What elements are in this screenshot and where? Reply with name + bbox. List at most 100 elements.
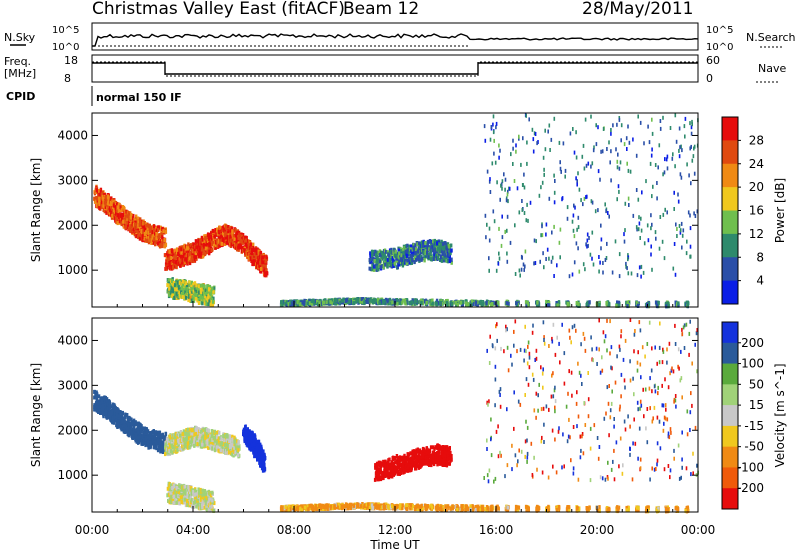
power-echo-cell [654, 300, 658, 305]
nave-series [92, 61, 698, 77]
power-noise-cell [614, 239, 617, 244]
power-echo-cell [485, 301, 488, 306]
power-echo-cell [385, 249, 388, 254]
power-echo-cell [171, 261, 174, 266]
power-noise-cell [602, 127, 605, 131]
power-echo-cell [353, 301, 356, 306]
power-echo-cell [505, 301, 508, 306]
power-echo-cell [327, 301, 331, 306]
power-echo-cell [405, 251, 408, 256]
power-echo-cell [243, 248, 246, 253]
power-echo-cell [410, 250, 413, 255]
power-echo-cell [227, 229, 230, 233]
power-echo-cell [259, 269, 263, 274]
power-noise-cell [680, 221, 683, 226]
power-echo-cell [404, 259, 407, 264]
power-echo-cell [175, 295, 178, 300]
power-echo-cell [98, 206, 101, 211]
power-echo-cell [382, 265, 385, 270]
power-noise-cell [558, 240, 561, 245]
velocity-noise-cell [524, 324, 526, 329]
power-noise-cell [630, 271, 633, 276]
power-echo-cell [426, 242, 429, 247]
velocity-noise-cell [510, 353, 512, 358]
power-echo-cell [427, 254, 430, 259]
power-noise-cell [600, 149, 602, 154]
power-noise-cell [651, 131, 654, 136]
power-echo-cell [391, 300, 394, 305]
velocity-noise-cell [609, 415, 612, 420]
power-echo-cell [173, 255, 176, 260]
velocity-noise-cell [681, 395, 683, 400]
velocity-noise-cell [595, 346, 598, 351]
power-echo-cell [507, 301, 510, 306]
power-noise-cell [571, 219, 574, 224]
power-echo-cell [179, 294, 182, 299]
power-echo-cell [636, 303, 640, 308]
power-echo-cell [117, 202, 121, 207]
power-echo-cell [194, 251, 198, 256]
power-noise-cell [659, 119, 662, 123]
velocity-echo-cell [100, 402, 103, 407]
power-echo-cell [626, 300, 629, 305]
power-echo-cell [220, 234, 223, 239]
power-noise-cell [655, 236, 657, 241]
velocity-noise-cell [663, 421, 665, 426]
velocity-noise-cell [664, 377, 666, 382]
velocity-noise-cell [618, 344, 621, 349]
power-echo-cell [98, 200, 101, 205]
power-noise-cell [626, 147, 628, 151]
power-echo-cell [178, 280, 182, 285]
velocity-noise-cell [584, 423, 587, 427]
power-echo-cell [139, 234, 142, 239]
power-noise-cell [625, 261, 627, 266]
velocity-noise-cell [598, 445, 601, 449]
power-noise-cell [638, 221, 641, 226]
power-echo-cell [178, 287, 181, 292]
power-echo-cell [657, 300, 660, 305]
power-noise-cell [571, 272, 574, 277]
power-echo-cell [148, 223, 151, 228]
power-echo-cell [526, 300, 529, 305]
power-echo-cell [206, 239, 210, 243]
power-echo-cell [341, 298, 344, 303]
power-noise-cell [533, 238, 536, 243]
power-echo-cell [210, 295, 214, 299]
power-echo-cell [459, 300, 463, 305]
power-noise-cell [682, 228, 685, 233]
power-noise-cell [506, 228, 508, 233]
power-noise-cell [665, 157, 668, 162]
power-noise-cell [696, 209, 699, 214]
power-noise-cell [650, 244, 652, 249]
power-noise-cell [607, 211, 609, 215]
power-echo-cell [515, 301, 518, 306]
power-noise-cell [492, 209, 495, 214]
power-noise-cell [526, 161, 528, 166]
velocity-noise-cell [639, 362, 642, 367]
power-echo-cell [108, 206, 112, 211]
velocity-noise-cell [615, 440, 618, 445]
power-noise-cell [507, 189, 509, 194]
power-echo-cell [154, 242, 157, 247]
power-noise-cell [526, 140, 528, 145]
velocity-noise-cell [526, 455, 529, 460]
power-echo-cell [387, 262, 390, 267]
power-noise-cell [516, 186, 519, 191]
velocity-noise-cell [658, 419, 661, 424]
power-echo-cell [422, 250, 425, 255]
power-noise-cell [541, 180, 544, 185]
velocity-noise-cell [558, 341, 560, 346]
power-echo-cell [370, 266, 374, 271]
power-echo-cell [205, 245, 209, 250]
power-echo-cell [450, 302, 454, 306]
velocity-echo-cell [101, 403, 105, 408]
velocity-noise-cell [607, 476, 609, 481]
power-echo-cell [388, 260, 392, 265]
power-echo-cell [472, 302, 475, 306]
power-noise-cell [680, 144, 682, 149]
power-echo-cell [195, 285, 198, 290]
velocity-noise-cell [674, 323, 676, 328]
power-noise-cell [504, 229, 506, 234]
power-echo-cell [325, 300, 328, 305]
